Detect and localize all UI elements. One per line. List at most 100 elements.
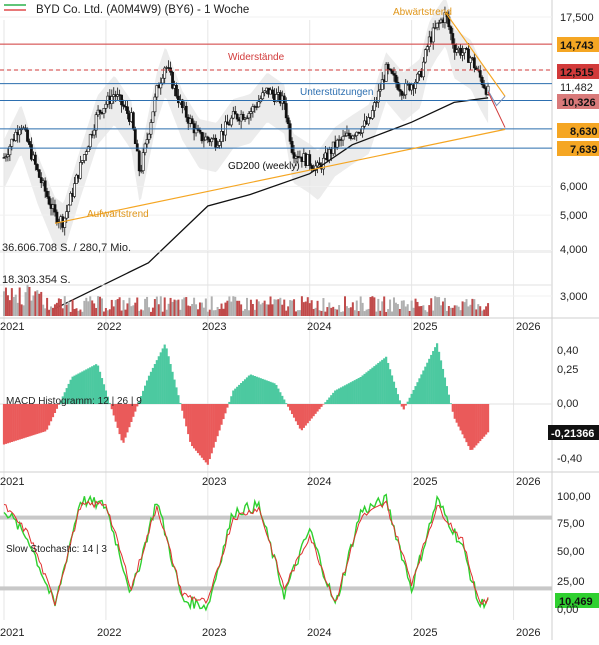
candle-body [4, 156, 8, 158]
candle-body [84, 151, 88, 155]
volume-bar [259, 304, 262, 316]
candle-body [371, 110, 374, 119]
macd-histogram-bar [436, 343, 439, 404]
stoch-value-badge: 10,469 [559, 596, 593, 608]
macd-histogram-bar [214, 404, 217, 442]
macd-tick-040: 0,40 [557, 345, 578, 357]
candle-body [425, 46, 429, 51]
volume-bar [238, 300, 241, 316]
candle-body [139, 170, 143, 172]
candle-body [433, 27, 437, 29]
candle-body [14, 131, 18, 141]
candle-body [451, 33, 455, 45]
macd-histogram-bar [324, 402, 327, 404]
macd-histogram-bar [26, 404, 29, 438]
volume-bar [136, 297, 139, 316]
macd-histogram-bar [290, 404, 294, 415]
volume-bar [18, 287, 21, 316]
candle-body [421, 61, 425, 78]
macd-histogram-bar [18, 404, 21, 440]
volume-bar [93, 303, 96, 316]
badge-8630: 8,630 [570, 126, 598, 138]
macd-histogram-bar [132, 404, 135, 417]
volume-bar [428, 305, 431, 316]
macd-histogram-bar [316, 404, 319, 412]
macd-histogram-bar [236, 386, 239, 404]
volume-bar [59, 299, 62, 316]
candle-body [26, 129, 29, 142]
volume-bar [142, 310, 145, 316]
volume-bar [475, 309, 478, 316]
candle-body [290, 141, 294, 153]
candle-body [216, 145, 220, 148]
time-tick-2021: 2021 [0, 476, 24, 488]
badge-14743: 14,743 [560, 40, 594, 52]
macd-histogram-bar [390, 375, 394, 404]
volume-bar [449, 307, 452, 316]
macd-histogram-bar [385, 356, 388, 404]
macd-histogram-bar [363, 373, 366, 404]
volume-bar [51, 307, 54, 316]
macd-histogram-bar [241, 381, 245, 404]
macd-histogram-bar [36, 404, 39, 434]
uptrend-line [54, 128, 506, 224]
volume-bar [12, 297, 15, 316]
volume-bar [426, 311, 429, 316]
macd-histogram-bar [216, 404, 219, 437]
volume-bar [20, 304, 23, 316]
macd-histogram-bar [416, 382, 419, 404]
candle-body [30, 144, 33, 160]
volume-bar [175, 300, 178, 316]
volume-bar [53, 304, 56, 316]
candle-body [241, 113, 245, 120]
macd-histogram-bar [234, 388, 237, 404]
volume-bar [144, 298, 147, 316]
macd-histogram-bar [377, 362, 380, 404]
volume-bar [42, 304, 45, 316]
candle-body [147, 133, 151, 140]
volume-bar [4, 287, 7, 316]
macd-histogram-bar [447, 394, 450, 404]
volume-bar [342, 311, 345, 316]
volume-bar [336, 309, 339, 316]
candle-body [310, 165, 314, 169]
macd-histogram-bar [200, 404, 204, 458]
volume-bar [114, 300, 117, 316]
time-tick-2024: 2024 [307, 476, 331, 488]
macd-histogram-bar [355, 379, 358, 404]
candle-body [6, 154, 10, 158]
volume-bar [104, 308, 107, 316]
time-tick-2023: 2023 [202, 321, 226, 333]
macd-histogram-bar [369, 369, 372, 404]
volume-bar [357, 311, 360, 316]
macd-tick-025: 0,25 [557, 364, 578, 376]
stoch-band-20 [0, 586, 552, 591]
volume-bar [281, 304, 284, 316]
volume-bar [230, 301, 233, 316]
candle-body [233, 111, 237, 115]
candle-body [402, 94, 406, 96]
volume-bar [169, 297, 172, 316]
volume-bar [148, 307, 151, 316]
time-tick-2026: 2026 [516, 476, 540, 488]
macd-histogram-bar [75, 374, 78, 404]
candle-body [53, 204, 57, 213]
macd-histogram-bar [65, 388, 68, 404]
volume-bar [198, 302, 201, 316]
candle-body [261, 92, 265, 100]
volume-bar [308, 303, 311, 316]
macd-histogram-bar [185, 404, 188, 427]
macd-histogram-bar [404, 404, 407, 406]
candle-body [67, 204, 71, 212]
volume-bar [487, 303, 490, 316]
volume-bar [273, 299, 276, 316]
macd-histogram-bar [314, 404, 317, 414]
candle-body [396, 81, 400, 90]
macd-histogram-bar [134, 404, 137, 412]
volume-bar [287, 306, 290, 316]
macd-histogram-bar [238, 384, 241, 404]
candle-body [367, 117, 370, 125]
candle-body [480, 77, 484, 86]
volume-bar [244, 309, 247, 316]
macd-histogram-bar [347, 383, 351, 404]
